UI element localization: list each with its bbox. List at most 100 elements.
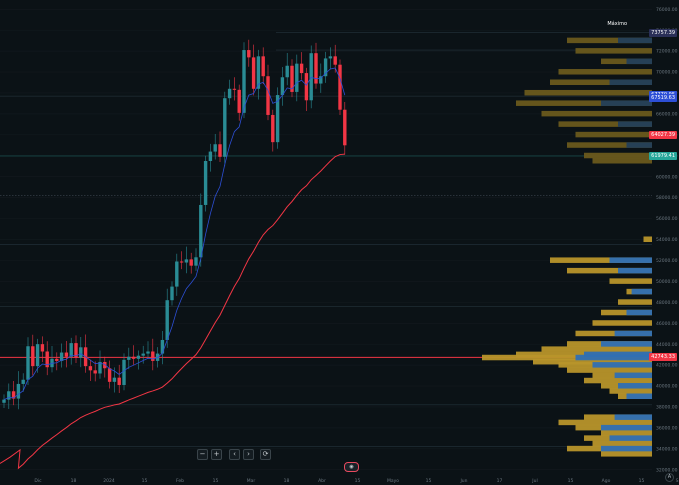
candle-body	[338, 64, 342, 110]
volume-profile-bar	[575, 330, 652, 337]
candle-body	[131, 356, 136, 359]
time-tick-label: 15	[355, 478, 361, 484]
candle-body	[343, 109, 347, 146]
price-tick-label: 54000.00	[656, 237, 678, 243]
candle-body	[290, 65, 294, 92]
price-tick-label: 76000.00	[656, 7, 678, 13]
candle-body	[333, 56, 337, 65]
candle-body	[122, 359, 126, 385]
candle-body	[189, 259, 193, 266]
candle-body	[127, 356, 131, 360]
candle-body	[79, 347, 83, 358]
candle-body	[299, 63, 304, 74]
candle-body	[280, 77, 285, 96]
candle-body	[295, 63, 299, 92]
price-tick-label: 50000.00	[656, 279, 678, 285]
volume-profile-bar	[592, 362, 652, 368]
candle-body	[16, 383, 21, 399]
price-tick-label: 34000.00	[656, 446, 678, 452]
candle-body	[275, 95, 280, 143]
candle-body	[112, 377, 117, 382]
candle-body	[11, 391, 16, 399]
volume-profile-bar	[643, 236, 652, 242]
ema-slow-line	[0, 153, 345, 470]
candle-body	[251, 57, 256, 89]
candle-body	[21, 379, 25, 384]
volume-profile-bar	[558, 69, 652, 75]
candle-body	[165, 300, 169, 340]
candle-body	[323, 58, 328, 77]
time-tick-label: Abr	[318, 478, 326, 484]
price-tick-label: 58000.00	[656, 195, 678, 201]
candle-body	[40, 344, 45, 352]
candle-body	[151, 351, 155, 361]
auto-scale-button[interactable]: A	[665, 473, 674, 482]
candle-body	[107, 368, 112, 382]
volume-profile-bar	[575, 48, 652, 54]
candle-body	[199, 204, 203, 258]
time-tick-label: Jul	[531, 478, 537, 484]
volume-profile-bar	[541, 110, 652, 117]
zoom-out-button[interactable]: −	[197, 449, 208, 460]
candle-body	[213, 144, 217, 152]
volume-profile-bar	[601, 451, 652, 457]
volume-profile-bar	[631, 288, 652, 295]
candle-body	[2, 399, 6, 403]
candle-body	[175, 261, 179, 287]
scroll-right-button[interactable]: ›	[243, 449, 254, 460]
candle-body	[74, 343, 78, 358]
volume-profile-bar	[516, 100, 652, 106]
candle-body	[261, 56, 265, 77]
time-tick-label: Mar	[247, 478, 256, 484]
volume-profile-bar	[592, 158, 652, 164]
price-tick-label: 66000.00	[656, 112, 678, 118]
time-tick-label: 18	[284, 478, 290, 484]
price-tick-label: 72000.00	[656, 49, 678, 55]
volume-profile-bar	[567, 142, 652, 148]
candle-body	[69, 343, 73, 357]
volume-profile-bar	[601, 445, 652, 452]
candle-body	[184, 259, 189, 263]
candle-body	[136, 355, 141, 359]
reset-chart-button[interactable]: ⟳	[260, 449, 271, 460]
price-tick-label: 44000.00	[656, 342, 678, 348]
goto-realtime-icon[interactable]: ◉	[344, 462, 359, 472]
candle-body	[266, 76, 270, 115]
time-tick-label: 15	[426, 478, 432, 484]
time-tick-label: 2024	[103, 478, 115, 484]
candle-body	[55, 358, 59, 361]
volume-profile-bar	[626, 309, 652, 316]
candle-body	[26, 346, 30, 380]
volume-profile-bar	[618, 299, 652, 305]
volume-profile-bar	[614, 330, 652, 337]
volume-profile-bar	[609, 257, 652, 263]
volume-profile-bar	[524, 89, 652, 96]
candle-body	[285, 65, 289, 78]
volume-profile-bar	[609, 388, 652, 394]
volume-profile-bar	[626, 58, 652, 65]
time-tick-label: 15	[142, 478, 148, 484]
scroll-left-button[interactable]: ‹	[229, 449, 240, 460]
price-tick-label: 70000.00	[656, 70, 678, 76]
zoom-in-button[interactable]: +	[211, 449, 222, 460]
volume-profile-bar	[618, 267, 652, 274]
candle-body	[314, 53, 318, 84]
volume-profile-bar	[601, 341, 652, 347]
price-tick-label: 48000.00	[656, 300, 678, 306]
price-tick-label: 52000.00	[656, 258, 678, 264]
volume-profile-bar	[482, 354, 652, 361]
time-tick-label: Feb	[176, 478, 184, 484]
volume-profile-bar	[575, 131, 652, 138]
volume-profile-bar	[618, 37, 652, 44]
volume-profile-bar	[626, 393, 652, 399]
price-tick-label: 40000.00	[656, 384, 678, 390]
volume-profile-bar	[558, 121, 652, 127]
volume-profile-bar	[584, 152, 652, 159]
volume-profile-bar	[584, 351, 652, 358]
ema-fast-line	[3, 67, 346, 401]
candle-body	[59, 352, 64, 361]
price-tick-label: 38000.00	[656, 405, 678, 411]
volume-profile-bar	[601, 430, 652, 436]
